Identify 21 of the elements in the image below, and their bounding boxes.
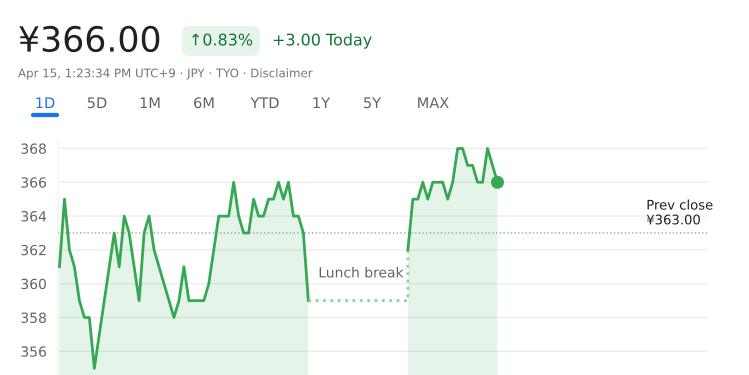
text: +3.00 Today [274, 33, 372, 49]
text: 6M [194, 97, 214, 108]
y-tick-label: 362 [21, 244, 46, 256]
y-tick-label: 366 [21, 177, 46, 188]
text: 1D [36, 97, 54, 108]
chart-subtitle: Apr 15, 1:23:34 PM UTC+9 · JPY · TYO · Disclaimer [18, 68, 313, 80]
annotation: Lunch break [320, 266, 404, 278]
chart-title: ¥366.00 [19, 26, 160, 52]
y-tick-label: 364 [21, 211, 46, 222]
ref-line-label: Prev close ¥363.00 [646, 200, 713, 225]
text: 1M [140, 97, 160, 108]
y-tick-label: 368 [21, 143, 46, 154]
y-tick-label: 356 [21, 346, 46, 357]
text: YTD [250, 97, 279, 108]
y-tick-label: 360 [21, 278, 46, 290]
text: 5D [88, 97, 106, 108]
text: MAX [418, 97, 449, 108]
text: ↑0.83% [192, 34, 252, 46]
y-tick-label: 358 [21, 312, 46, 323]
text: 5Y [364, 97, 382, 108]
text: 1Y [314, 97, 330, 108]
